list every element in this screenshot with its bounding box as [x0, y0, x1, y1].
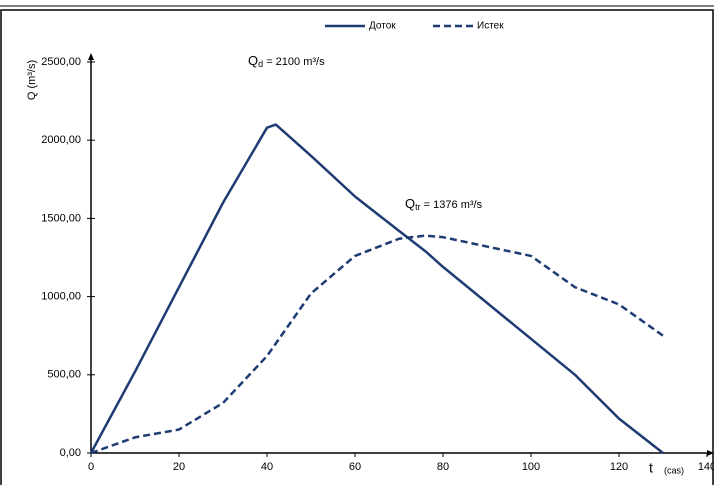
x-axis-label: t	[649, 460, 653, 476]
x-tick-label: 80	[437, 461, 449, 473]
y-tick-label: 1500,00	[41, 212, 81, 224]
frame	[0, 9, 714, 490]
annotation-symbol: Q	[405, 196, 415, 211]
x-tick-label: 60	[349, 461, 361, 473]
y-tick-label: 0,00	[60, 447, 81, 459]
y-axis-label: Q (m³/s)	[26, 60, 38, 100]
x-axis-arrow	[707, 450, 714, 456]
annotation: Qd = 2100 m³/s	[248, 53, 325, 69]
y-tick-label: 2500,00	[41, 56, 81, 68]
annotation-symbol: Q	[248, 53, 258, 68]
y-axis-arrow	[88, 53, 94, 60]
x-tick-label: 40	[261, 461, 273, 473]
x-tick-label: 140	[698, 461, 714, 473]
y-tick-label: 1000,00	[41, 291, 81, 303]
annotation-sub: d	[258, 59, 263, 69]
annotation-sub: tr	[415, 202, 421, 212]
series-line	[89, 123, 664, 454]
x-tick-label: 20	[173, 461, 185, 473]
legend-label: Доток	[369, 21, 396, 32]
y-tick-label: 2000,00	[41, 134, 81, 146]
x-tick-label: 0	[88, 461, 94, 473]
y-tick-label: 500,00	[47, 369, 81, 381]
annotation-text: = 1376 m³/s	[421, 199, 483, 211]
x-axis-unit: (cas)	[664, 465, 684, 475]
legend-label: Истек	[477, 21, 504, 32]
series-line	[90, 234, 664, 455]
annotation-text: = 2100 m³/s	[263, 56, 325, 68]
x-tick-label: 100	[522, 461, 540, 473]
annotation: Qtr = 1376 m³/s	[405, 196, 483, 212]
x-tick-label: 120	[610, 461, 628, 473]
